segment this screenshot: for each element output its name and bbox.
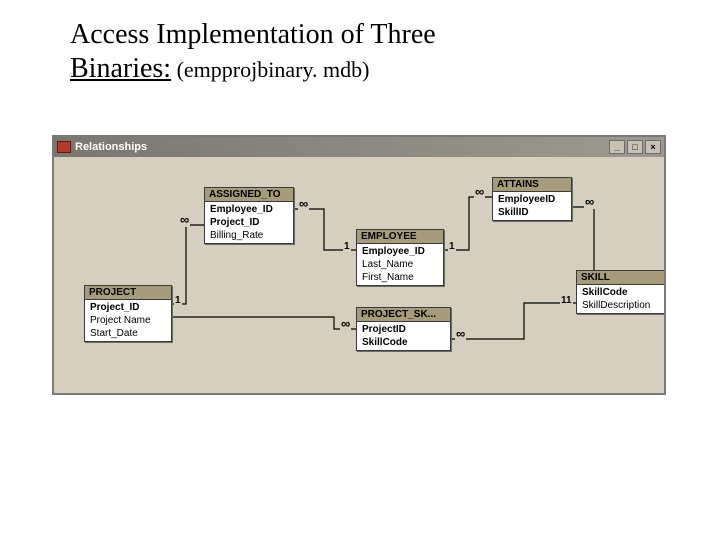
field[interactable]: Project_ID — [85, 301, 171, 314]
table-header: PROJECT_SK... — [357, 308, 450, 322]
table-attains[interactable]: ATTAINS EmployeeID SkillID — [492, 177, 572, 221]
table-body: ProjectID SkillCode — [357, 322, 450, 350]
card-employee-1b: 1 — [448, 241, 456, 252]
minimize-button[interactable]: _ — [609, 140, 625, 154]
table-skill[interactable]: SKILL SkillCode SkillDescription — [576, 270, 664, 314]
field[interactable]: Project Name — [85, 314, 171, 327]
close-button[interactable]: × — [645, 140, 661, 154]
app-icon — [57, 141, 71, 153]
table-body: Employee_ID Project_ID Billing_Rate — [205, 202, 293, 243]
table-body: Project_ID Project Name Start_Date — [85, 300, 171, 341]
table-project[interactable]: PROJECT Project_ID Project Name Start_Da… — [84, 285, 172, 342]
field[interactable]: Employee_ID — [205, 203, 293, 216]
table-body: Employee_ID Last_Name First_Name — [357, 244, 443, 285]
titlebar-left: Relationships — [57, 141, 147, 153]
relationships-window: Relationships _ □ × 1 ∞ 1 ∞ ∞ 1 — [52, 135, 666, 395]
table-header: ASSIGNED_TO — [205, 188, 293, 202]
field[interactable]: Last_Name — [357, 258, 443, 271]
window-buttons: _ □ × — [609, 140, 661, 154]
card-attains-inf-a: ∞ — [474, 184, 485, 199]
heading-line2-sub: (empprojbinary. mdb) — [171, 57, 369, 82]
table-header: PROJECT — [85, 286, 171, 300]
card-skill-11a: 11 — [560, 295, 573, 306]
window-title: Relationships — [75, 141, 147, 153]
table-header: ATTAINS — [493, 178, 571, 192]
table-header: SKILL — [577, 271, 664, 285]
field[interactable]: ProjectID — [357, 323, 450, 336]
page-heading: Access Implementation of Three Binaries:… — [70, 18, 436, 85]
field[interactable]: SkillDescription — [577, 299, 664, 312]
card-employee-1a: 1 — [343, 241, 351, 252]
table-assigned-to[interactable]: ASSIGNED_TO Employee_ID Project_ID Billi… — [204, 187, 294, 244]
field[interactable]: Project_ID — [205, 216, 293, 229]
heading-line2-word: Binaries: — [70, 53, 171, 84]
table-body: EmployeeID SkillID — [493, 192, 571, 220]
table-project-sk[interactable]: PROJECT_SK... ProjectID SkillCode — [356, 307, 451, 351]
card-project-1: 1 — [174, 295, 182, 306]
field[interactable]: SkillID — [493, 206, 571, 219]
field[interactable]: SkillCode — [357, 336, 450, 349]
field[interactable]: Billing_Rate — [205, 229, 293, 242]
field[interactable]: EmployeeID — [493, 193, 571, 206]
field[interactable]: Employee_ID — [357, 245, 443, 258]
card-projsk-inf-b: ∞ — [455, 326, 466, 341]
window-titlebar[interactable]: Relationships _ □ × — [54, 137, 664, 157]
relationships-canvas[interactable]: 1 ∞ 1 ∞ ∞ 1 ∞ 11 ∞ ∞ ASSIGNED_TO Employe… — [54, 157, 664, 393]
table-body: SkillCode SkillDescription — [577, 285, 664, 313]
heading-line1: Access Implementation of Three — [70, 19, 436, 50]
maximize-button[interactable]: □ — [627, 140, 643, 154]
field[interactable]: First_Name — [357, 271, 443, 284]
table-header: EMPLOYEE — [357, 230, 443, 244]
card-projsk-inf-a: ∞ — [340, 316, 351, 331]
field[interactable]: SkillCode — [577, 286, 664, 299]
table-employee[interactable]: EMPLOYEE Employee_ID Last_Name First_Nam… — [356, 229, 444, 286]
field[interactable]: Start_Date — [85, 327, 171, 340]
card-attains-inf-b: ∞ — [584, 194, 595, 209]
card-assigned-inf-b: ∞ — [298, 196, 309, 211]
card-assigned-inf-a: ∞ — [179, 212, 190, 227]
